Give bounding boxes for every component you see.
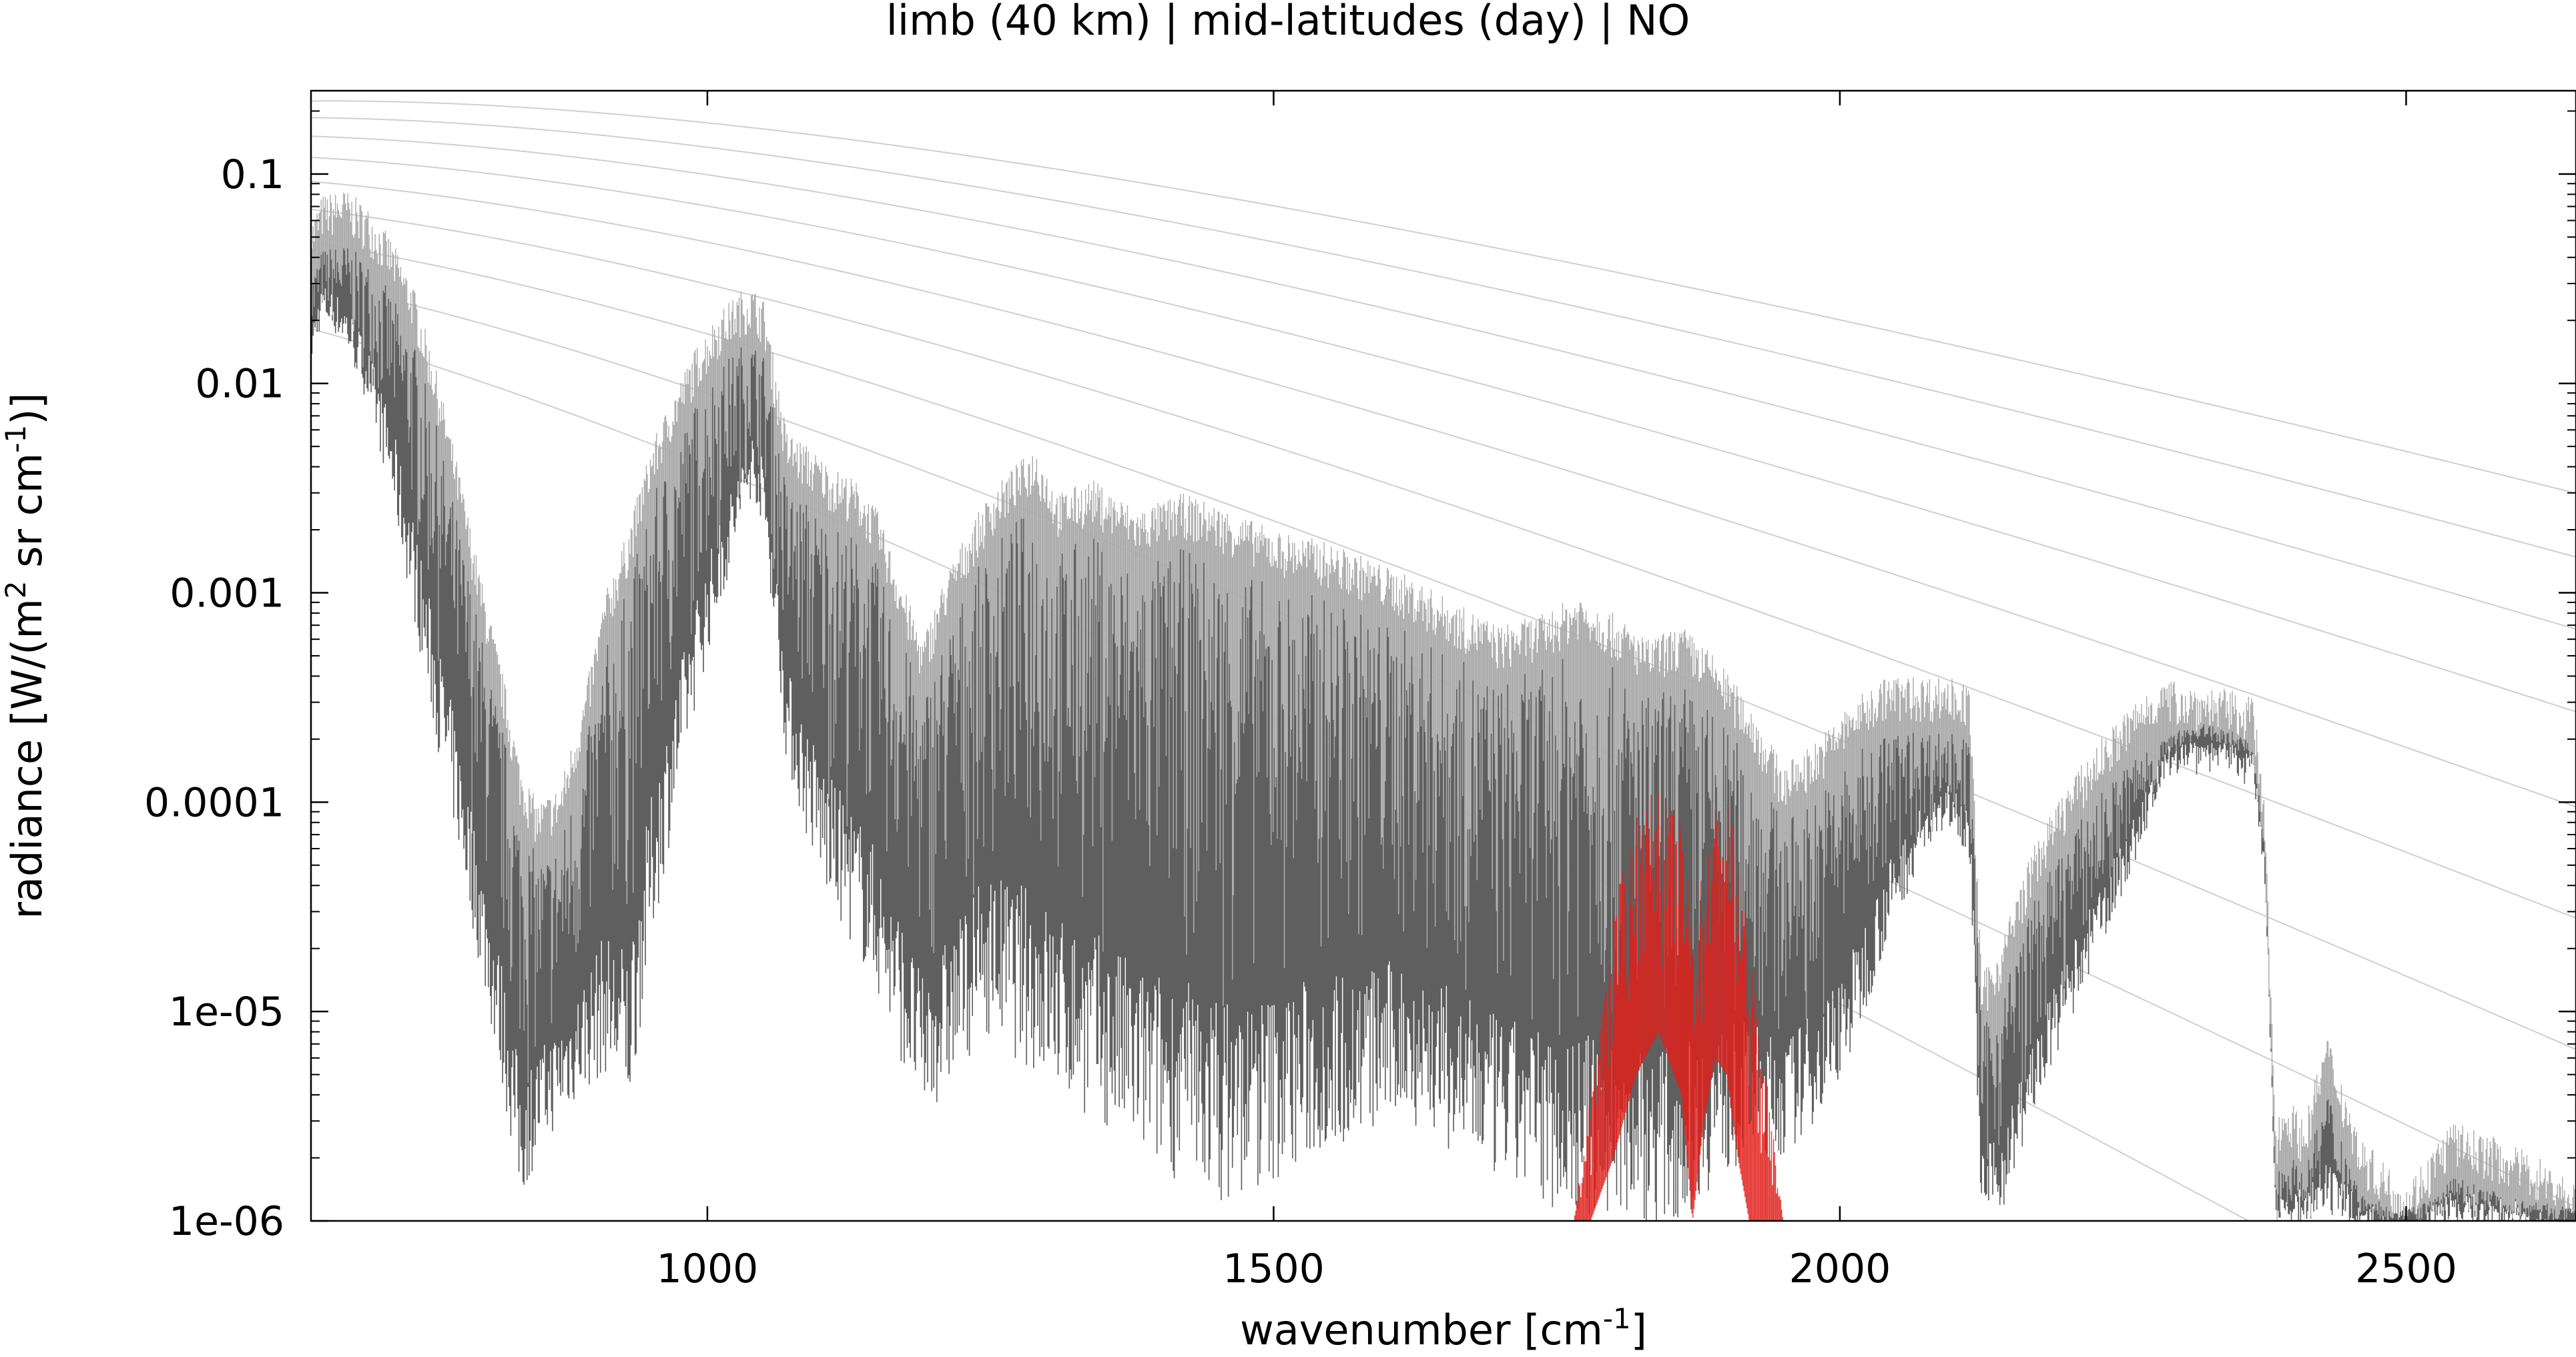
y-tick-label: 1e-05: [169, 989, 284, 1035]
x-tick-label: 1500: [1223, 1246, 1325, 1292]
y-tick-label: 0.001: [170, 570, 284, 617]
planck-curve-260k: [311, 181, 2576, 808]
y-tick-label: 0.0001: [144, 779, 284, 826]
no-spectrum-line: [1574, 792, 1783, 1221]
no-radiance-spectrum: [1574, 792, 1783, 1221]
y-tick-label: 0.1: [221, 151, 284, 198]
total-spectrum-line: [311, 248, 2576, 1221]
x-axis-label: wavenumber [cm-1]: [1240, 1302, 1647, 1354]
x-tick-label: 2000: [1789, 1246, 1891, 1292]
y-axis: 1e-06 1e-05 0.0001 0.001 0.01 0.1: [144, 110, 2576, 1245]
y-axis-label: radiance [W/(m2 sr cm-1)]: [0, 393, 51, 919]
y-tick-label: 0.01: [195, 361, 284, 408]
x-tick-label: 1000: [657, 1246, 759, 1292]
planck-curve-300k: [311, 135, 2576, 630]
planck-curve-320k: [311, 117, 2576, 558]
total-radiance-spectrum: [311, 192, 2576, 1221]
planck-curve-280k: [311, 156, 2576, 713]
x-tick-label: 2500: [2355, 1246, 2457, 1292]
chart-title: limb (40 km) | mid-latitudes (day) | NO: [886, 0, 1690, 45]
planck-curve-340k: [311, 100, 2576, 494]
y-tick-label: 1e-06: [169, 1198, 284, 1245]
planck-curve-240k: [311, 208, 2576, 919]
x-axis: 1000 1500 2000 2500: [657, 91, 2457, 1292]
planck-curve-220k: [311, 242, 2576, 1050]
